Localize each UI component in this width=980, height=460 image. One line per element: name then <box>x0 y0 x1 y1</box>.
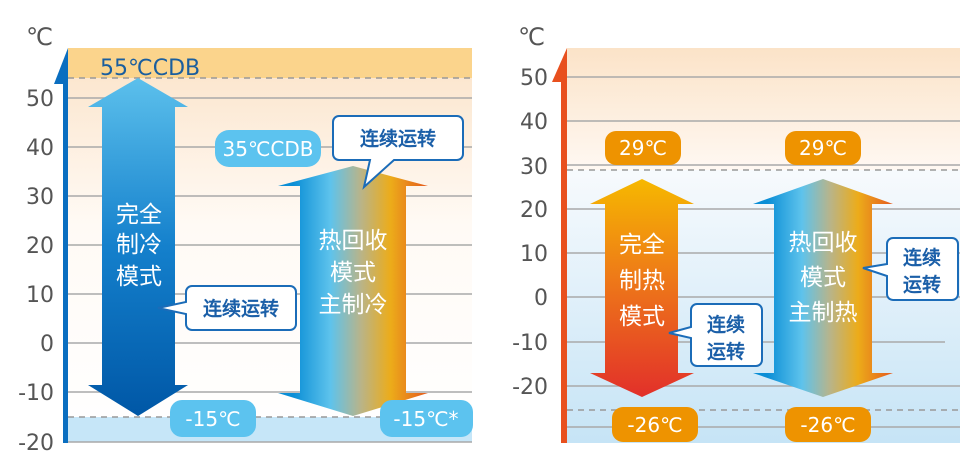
min-label: -15℃* <box>393 407 458 431</box>
tick: -20 <box>18 431 54 456</box>
mode-label: 制冷 <box>116 232 162 258</box>
max-label: 35℃CDB <box>223 137 314 161</box>
mode-label: 完全 <box>619 232 665 258</box>
tick: 0 <box>534 286 548 311</box>
y-axis <box>561 78 567 443</box>
min-pill <box>380 400 473 437</box>
callout-bubble <box>668 303 763 367</box>
tick: 40 <box>26 136 54 161</box>
max-pill <box>605 131 681 165</box>
tick: 10 <box>26 283 54 308</box>
min-label: -26℃ <box>800 413 855 437</box>
callout-text: 连续运转 <box>360 127 436 150</box>
mode-label: 模式 <box>800 265 846 291</box>
tick: 10 <box>520 242 548 267</box>
max-pill <box>785 131 861 165</box>
heat-recovery-heating-range-arrow <box>753 179 893 397</box>
callout-bubble <box>862 237 959 301</box>
mode-label: 热回收 <box>789 230 858 256</box>
tick: -10 <box>18 381 54 406</box>
full-heating-range-arrow <box>590 179 694 397</box>
tick: -10 <box>512 331 548 356</box>
max-label: 29℃ <box>619 136 667 160</box>
mode-label: 主制冷 <box>319 292 388 318</box>
axis-arrow-icon <box>552 48 567 82</box>
heating-chart: ℃ 50 40 30 20 10 0 -10 -20 完全 制热 模式 连续 运… <box>512 23 960 443</box>
full-cooling-range-arrow <box>88 78 188 416</box>
cooling-chart: ℃ 50 40 30 20 10 0 -10 -20 55℃CDB 完全 制冷 … <box>18 23 473 456</box>
tick: 30 <box>520 155 548 180</box>
callout-bubble <box>332 115 464 190</box>
max-label: 29℃ <box>799 136 847 160</box>
callout-text: 连续运转 <box>203 297 279 320</box>
callout-bubble <box>157 285 297 331</box>
callout-text: 运转 <box>707 340 745 363</box>
mode-label: 主制热 <box>789 300 858 326</box>
mode-label: 模式 <box>330 260 376 286</box>
callout-text: 运转 <box>903 273 941 296</box>
min-pill <box>170 400 256 437</box>
top-limit-label: 55℃CDB <box>100 56 200 81</box>
tick: 0 <box>40 332 54 357</box>
axis-arrow-icon <box>54 48 68 84</box>
unit-label: ℃ <box>26 23 53 51</box>
unit-label: ℃ <box>518 23 545 51</box>
tick: 40 <box>520 110 548 135</box>
mode-label: 模式 <box>619 304 665 330</box>
min-label: -26℃ <box>627 413 682 437</box>
mode-label: 制热 <box>619 268 665 294</box>
y-axis <box>63 80 68 443</box>
min-pill <box>612 407 698 442</box>
y-ticks: 50 40 30 20 10 0 -10 -20 <box>18 87 54 456</box>
y-ticks: 50 40 30 20 10 0 -10 -20 <box>512 66 548 400</box>
max-pill <box>215 130 321 167</box>
tick: 20 <box>520 198 548 223</box>
mode-label: 模式 <box>116 264 162 290</box>
tick: 50 <box>26 87 54 112</box>
over-limit-band <box>68 48 472 78</box>
mode-label: 完全 <box>116 202 162 228</box>
tick: 50 <box>520 66 548 91</box>
tick: 20 <box>26 234 54 259</box>
heat-recovery-cooling-range-arrow <box>278 166 428 416</box>
min-label: -15℃ <box>185 407 240 431</box>
callout-text: 连续 <box>707 313 745 336</box>
mode-label: 热回收 <box>319 228 388 254</box>
callout-text: 连续 <box>903 246 941 269</box>
tick: 30 <box>26 185 54 210</box>
tick: -20 <box>512 375 548 400</box>
min-pill <box>785 407 871 442</box>
